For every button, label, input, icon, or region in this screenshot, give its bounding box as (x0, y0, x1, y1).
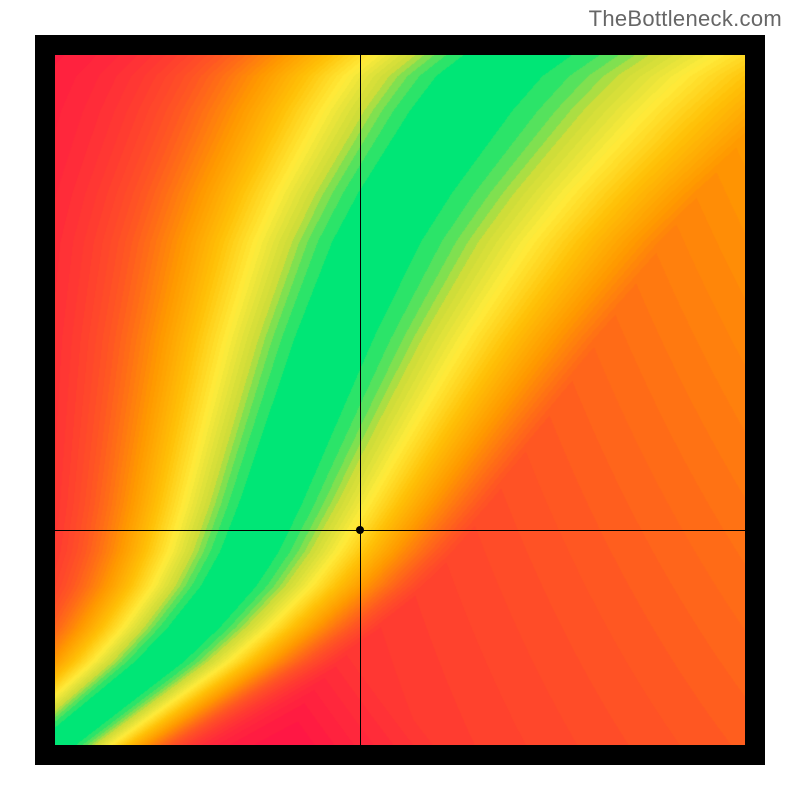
crosshair-vertical (360, 55, 361, 745)
heatmap-canvas (55, 55, 745, 745)
crosshair-dot (356, 526, 364, 534)
plot-outer-frame (35, 35, 765, 765)
chart-container: TheBottleneck.com (0, 0, 800, 800)
plot-inner-area (55, 55, 745, 745)
crosshair-horizontal (55, 530, 745, 531)
watermark-text: TheBottleneck.com (589, 6, 782, 32)
